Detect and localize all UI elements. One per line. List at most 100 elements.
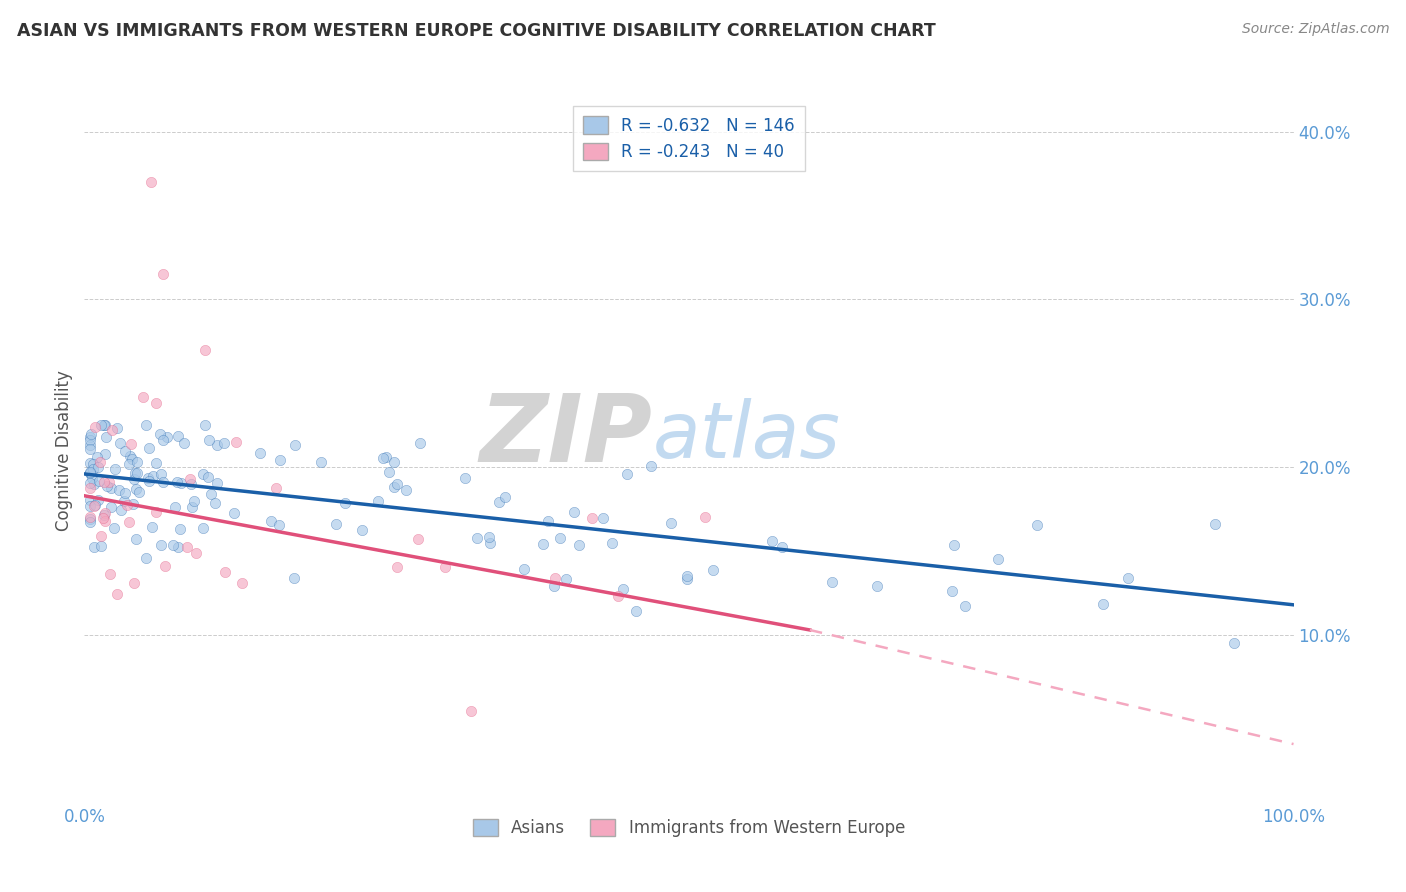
Point	[166, 428, 188, 442]
Point	[152, 475, 174, 489]
Point	[231, 576, 253, 591]
Point	[110, 502, 132, 516]
Text: Source: ZipAtlas.com: Source: ZipAtlas.com	[1241, 22, 1389, 37]
Point	[79, 515, 101, 529]
Point	[79, 467, 101, 481]
Point	[373, 450, 395, 465]
Point	[395, 483, 418, 497]
Point	[135, 418, 157, 433]
Point	[180, 477, 202, 491]
Point	[325, 516, 347, 531]
Point	[512, 562, 534, 576]
Point	[494, 490, 516, 504]
Point	[93, 475, 115, 489]
Point	[145, 456, 167, 470]
Point	[385, 476, 408, 491]
Point	[114, 485, 136, 500]
Point	[100, 482, 122, 496]
Point	[409, 436, 432, 450]
Point	[374, 450, 396, 465]
Point	[165, 500, 187, 514]
Point	[125, 466, 148, 480]
Point	[94, 418, 117, 433]
Point	[350, 523, 373, 537]
Point	[676, 572, 699, 586]
Point	[249, 446, 271, 460]
Point	[659, 516, 682, 530]
Point	[118, 515, 141, 529]
Point	[378, 465, 401, 479]
Y-axis label: Cognitive Disability: Cognitive Disability	[55, 370, 73, 531]
Point	[987, 552, 1010, 566]
Point	[478, 530, 501, 544]
Point	[953, 599, 976, 614]
Point	[460, 704, 482, 718]
Point	[194, 343, 217, 357]
Point	[114, 443, 136, 458]
Point	[145, 396, 167, 410]
Point	[79, 512, 101, 526]
Point	[150, 467, 173, 482]
Point	[87, 492, 110, 507]
Point	[90, 418, 112, 433]
Point	[79, 492, 101, 507]
Point	[531, 537, 554, 551]
Point	[204, 496, 226, 510]
Point	[548, 531, 571, 545]
Point	[79, 476, 101, 491]
Point	[94, 430, 117, 444]
Point	[1204, 517, 1226, 532]
Point	[149, 427, 172, 442]
Point	[624, 604, 647, 618]
Point	[1092, 598, 1115, 612]
Point	[225, 435, 247, 450]
Point	[453, 471, 475, 485]
Point	[382, 480, 405, 494]
Point	[197, 470, 219, 484]
Point	[568, 538, 591, 552]
Point	[478, 536, 501, 550]
Point	[124, 466, 146, 480]
Point	[83, 499, 105, 513]
Point	[152, 433, 174, 447]
Point	[200, 487, 222, 501]
Point	[112, 494, 135, 508]
Point	[93, 508, 115, 523]
Point	[592, 510, 614, 524]
Point	[183, 494, 205, 508]
Point	[94, 447, 117, 461]
Point	[79, 499, 101, 513]
Point	[205, 438, 228, 452]
Point	[284, 438, 307, 452]
Point	[695, 509, 717, 524]
Point	[138, 441, 160, 455]
Point	[564, 505, 586, 519]
Point	[83, 476, 105, 491]
Point	[79, 481, 101, 495]
Point	[90, 539, 112, 553]
Point	[260, 514, 283, 528]
Point	[205, 475, 228, 490]
Point	[86, 460, 108, 475]
Point	[612, 582, 634, 596]
Point	[166, 475, 188, 490]
Point	[79, 433, 101, 447]
Point	[385, 559, 408, 574]
Point	[224, 506, 246, 520]
Point	[82, 462, 104, 476]
Point	[194, 418, 217, 433]
Point	[83, 541, 105, 555]
Point	[1222, 636, 1244, 650]
Point	[122, 472, 145, 486]
Text: ASIAN VS IMMIGRANTS FROM WESTERN EUROPE COGNITIVE DISABILITY CORRELATION CHART: ASIAN VS IMMIGRANTS FROM WESTERN EUROPE …	[17, 22, 935, 40]
Point	[136, 471, 159, 485]
Point	[82, 457, 104, 471]
Point	[333, 496, 356, 510]
Point	[83, 499, 105, 513]
Point	[98, 567, 121, 582]
Point	[555, 572, 578, 586]
Point	[156, 430, 179, 444]
Point	[105, 587, 128, 601]
Point	[640, 458, 662, 473]
Point	[406, 532, 429, 546]
